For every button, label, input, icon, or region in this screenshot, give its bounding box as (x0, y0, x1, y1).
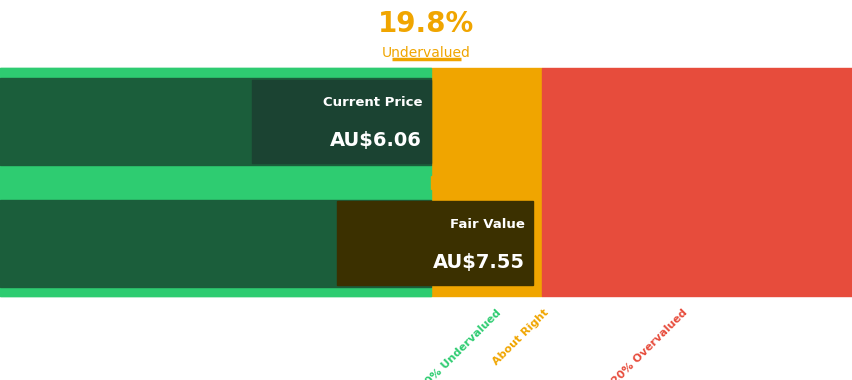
Bar (0, 68, 430, 78)
Bar (0, 78, 430, 165)
Bar (430, 68, 541, 296)
Text: Current Price: Current Price (322, 96, 422, 109)
Bar (0, 165, 430, 175)
Bar (0, 68, 430, 296)
Text: 19.8%: 19.8% (378, 10, 474, 38)
Bar (541, 68, 852, 296)
Text: Undervalued: Undervalued (382, 46, 470, 60)
Bar (0, 190, 430, 200)
Bar (251, 80, 430, 163)
Text: AU$6.06: AU$6.06 (330, 131, 422, 150)
Text: Fair Value: Fair Value (449, 217, 524, 231)
Text: About Right: About Right (490, 308, 550, 367)
Bar (337, 201, 532, 285)
Text: 20% Overvalued: 20% Overvalued (609, 308, 688, 380)
Text: 20% Undervalued: 20% Undervalued (417, 308, 502, 380)
Bar (0, 287, 430, 296)
Text: AU$7.55: AU$7.55 (432, 253, 524, 272)
Bar (0, 200, 430, 287)
